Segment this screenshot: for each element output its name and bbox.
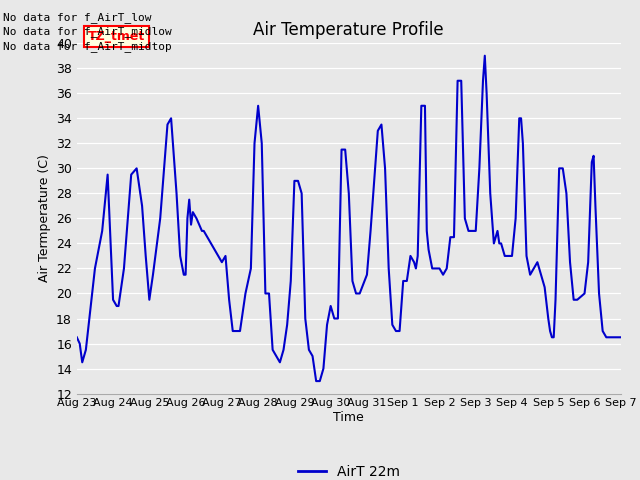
- Title: Air Temperature Profile: Air Temperature Profile: [253, 21, 444, 39]
- Text: No data for f_AirT_midlow: No data for f_AirT_midlow: [3, 26, 172, 37]
- Text: TZ_tmet: TZ_tmet: [88, 30, 145, 43]
- Text: No data for f_AirT_midtop: No data for f_AirT_midtop: [3, 41, 172, 52]
- X-axis label: Time: Time: [333, 411, 364, 424]
- Y-axis label: Air Termperature (C): Air Termperature (C): [38, 155, 51, 282]
- Legend: AirT 22m: AirT 22m: [292, 460, 405, 480]
- Text: No data for f_AirT_low: No data for f_AirT_low: [3, 12, 152, 23]
